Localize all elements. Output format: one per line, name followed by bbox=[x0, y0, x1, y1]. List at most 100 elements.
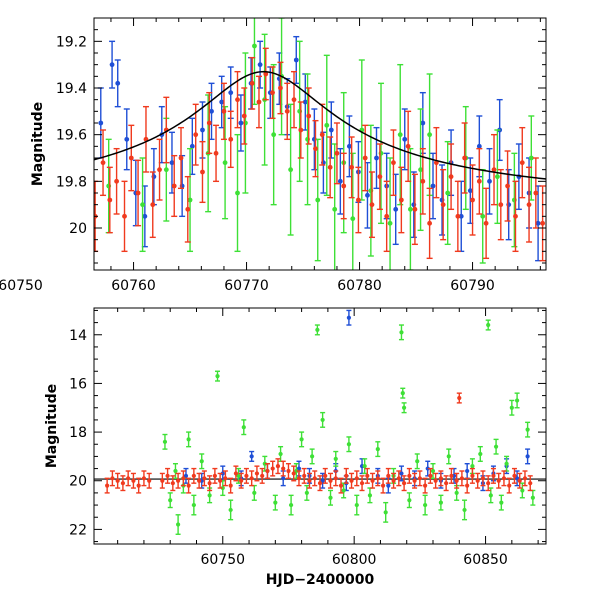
top-data-point bbox=[257, 40, 264, 89]
bottom-data-point bbox=[462, 499, 468, 521]
bottom-data-point bbox=[493, 438, 499, 455]
top-data-point bbox=[454, 180, 461, 253]
bottom-data-point bbox=[359, 475, 365, 492]
bottom-data-point bbox=[401, 475, 407, 492]
bottom-panel-frame bbox=[93, 307, 547, 545]
top-data-point bbox=[383, 180, 390, 253]
bottom-data-point bbox=[249, 450, 255, 462]
top-data-point bbox=[440, 168, 447, 241]
bottom-data-point bbox=[362, 458, 368, 475]
top-data-point bbox=[237, 94, 244, 152]
top-data-point bbox=[368, 171, 375, 239]
bottom-data-point bbox=[233, 465, 239, 482]
bottom-data-point bbox=[443, 475, 449, 492]
top-data-point bbox=[504, 150, 511, 222]
top-data-point bbox=[392, 173, 399, 246]
top-data-point bbox=[333, 122, 340, 185]
bottom-data-point bbox=[380, 477, 386, 494]
bottom-data-point bbox=[207, 475, 213, 492]
top-data-point bbox=[469, 164, 476, 236]
top-data-point bbox=[156, 138, 163, 201]
top-data-point bbox=[220, 82, 227, 141]
bottom-data-point bbox=[285, 463, 291, 480]
bottom-data-point bbox=[522, 470, 528, 487]
top-data-point bbox=[367, 124, 374, 257]
top-data-point bbox=[328, 101, 335, 159]
top-data-point bbox=[109, 40, 116, 89]
bottom-data-point bbox=[488, 487, 494, 504]
bottom-data-point bbox=[364, 467, 370, 484]
bottom-data-point bbox=[328, 472, 334, 489]
bottom-data-point bbox=[406, 492, 412, 509]
top-data-point bbox=[430, 152, 436, 220]
top-data-point bbox=[287, 103, 294, 236]
bottom-data-point bbox=[333, 450, 339, 467]
top-panel-axes: 60750 60760 60770 60780 60790 19.2 19.4 19.6 19.… bbox=[0, 17, 546, 294]
bottom-data-point bbox=[525, 448, 531, 465]
top-data-point bbox=[184, 175, 191, 243]
bottom-data-point bbox=[414, 453, 420, 470]
top-data-point bbox=[128, 124, 135, 192]
bottom-data-point bbox=[375, 470, 381, 487]
top-data-point bbox=[100, 129, 107, 197]
bottom-data-point bbox=[115, 472, 121, 489]
top-x-tick-label: 60760 bbox=[111, 278, 156, 294]
top-data-point bbox=[491, 133, 498, 206]
bottom-x-tick-label: 60850 bbox=[463, 552, 508, 568]
bottom-y-tick-label: 16 bbox=[69, 376, 87, 392]
bottom-data-point bbox=[433, 472, 439, 489]
top-x-tick-label: 60780 bbox=[337, 278, 382, 294]
bottom-data-point bbox=[306, 472, 312, 489]
bottom-data-point bbox=[191, 467, 197, 484]
bottom-data-point bbox=[464, 477, 470, 494]
bottom-data-point bbox=[530, 489, 536, 506]
bottom-data-point bbox=[146, 472, 152, 489]
bottom-data-point bbox=[459, 470, 465, 487]
bottom-data-point bbox=[341, 482, 347, 499]
bottom-data-point bbox=[400, 387, 406, 399]
top-panel-marks bbox=[94, 18, 546, 270]
bottom-data-point bbox=[446, 448, 452, 465]
bottom-data-point bbox=[275, 458, 281, 475]
bottom-x-tick-label: 60750 bbox=[200, 552, 245, 568]
top-data-point bbox=[349, 152, 356, 270]
bottom-data-point bbox=[398, 465, 404, 482]
bottom-x-tick-label: 60800 bbox=[332, 552, 377, 568]
bottom-data-point bbox=[270, 460, 276, 477]
bottom-data-point bbox=[469, 467, 475, 484]
bottom-data-point bbox=[519, 482, 525, 499]
top-x-tick-label: 60790 bbox=[450, 278, 495, 294]
bottom-data-point bbox=[422, 477, 428, 494]
top-data-point bbox=[262, 47, 269, 101]
top-data-point bbox=[401, 108, 408, 171]
bottom-data-point bbox=[241, 419, 247, 436]
bottom-panel-x-axis-title: HJD−2400000 bbox=[266, 572, 375, 588]
bottom-data-point bbox=[170, 475, 176, 492]
bottom-data-point bbox=[130, 472, 136, 489]
top-data-point bbox=[234, 133, 241, 253]
bottom-data-point bbox=[506, 477, 512, 494]
bottom-data-point bbox=[251, 484, 257, 501]
bottom-data-point bbox=[272, 494, 278, 511]
top-data-point bbox=[192, 103, 199, 166]
bottom-data-point bbox=[425, 460, 431, 477]
top-data-point bbox=[249, 56, 256, 110]
bottom-series-2 bbox=[104, 392, 533, 494]
bottom-data-point bbox=[438, 470, 444, 487]
bottom-data-point bbox=[349, 472, 355, 489]
top-data-point bbox=[355, 166, 362, 234]
top-data-point bbox=[397, 63, 404, 206]
top-data-point bbox=[539, 185, 546, 262]
bottom-y-tick-label: 22 bbox=[69, 522, 87, 538]
bottom-data-point bbox=[490, 467, 496, 484]
top-data-point bbox=[305, 87, 312, 145]
top-data-point bbox=[199, 140, 206, 204]
bottom-data-point bbox=[354, 494, 360, 516]
bottom-data-point bbox=[317, 475, 323, 492]
bottom-data-point bbox=[236, 467, 242, 484]
bottom-data-point bbox=[511, 467, 517, 484]
bottom-data-point bbox=[249, 470, 255, 487]
bottom-data-point bbox=[338, 477, 344, 494]
bottom-data-point bbox=[180, 470, 186, 487]
